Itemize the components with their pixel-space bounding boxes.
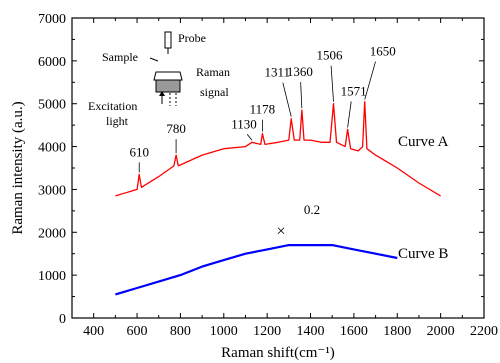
raman-label: Raman [196, 65, 230, 79]
excitation-label: Excitation [88, 99, 137, 113]
peak-leader-line [364, 61, 376, 100]
curve-a-label: Curve A [398, 134, 449, 150]
sample-holder-icon [153, 71, 183, 81]
x-tick-label: 1400 [297, 324, 325, 339]
y-tick-label: 5000 [38, 98, 66, 113]
signal-label: signal [200, 85, 229, 99]
sample-label: Sample [102, 50, 138, 64]
x-tick-label: 400 [83, 324, 104, 339]
probe-label: Probe [178, 31, 206, 45]
x-tick-label: 1200 [253, 324, 281, 339]
peak-label: 1506 [317, 48, 344, 63]
peak-label: 1178 [250, 102, 276, 117]
y-tick-label: 3000 [38, 183, 66, 198]
x-tick-label: 600 [127, 324, 148, 339]
peak-label: 1311 [264, 65, 290, 80]
sample-pointer [149, 57, 159, 62]
x-tick-label: 800 [170, 324, 191, 339]
x-tick-label: 2200 [470, 324, 498, 339]
peak-leader-line [246, 134, 253, 141]
y-tick-label: 0 [59, 312, 66, 327]
peak-leader-line [282, 82, 292, 117]
curve-a-line [115, 100, 441, 197]
y-tick-label: 6000 [38, 55, 66, 70]
curve-b-label: Curve B [398, 246, 448, 262]
x-axis-title: Raman shift(cm⁻¹) [221, 345, 335, 361]
peak-label: 1130 [231, 116, 257, 131]
curve-b-line [115, 244, 398, 296]
peak-leader-line [347, 101, 352, 128]
y-tick-label: 7000 [38, 12, 66, 27]
peak-label: 780 [166, 121, 186, 136]
y-tick-label: 2000 [38, 226, 66, 241]
peak-label: 610 [129, 144, 149, 159]
axes-layer: 400 600 800 1000 1200 1400 1600 1800 2000 2200 0 10… [38, 12, 498, 339]
sample-block-icon [155, 79, 181, 93]
peak-leader-line [300, 82, 303, 109]
probe-icon [164, 31, 172, 49]
y-axis-title: Raman intensity (a.u.) [10, 101, 26, 234]
peak-label: 1650 [370, 44, 396, 59]
peak-leader-line [330, 65, 334, 102]
x-tick-label: 1000 [210, 324, 238, 339]
y-tick-label: 1000 [38, 269, 66, 284]
x-tick-label: 1600 [340, 324, 368, 339]
measurement-schematic: Probe Sample Raman signal Excitation lig… [88, 31, 230, 128]
peak-label: 1571 [341, 83, 367, 98]
series-layer [115, 100, 441, 296]
y-tick-label: 4000 [38, 141, 66, 156]
scale-factor-label: 0.2 [304, 202, 320, 217]
peak-label: 1360 [287, 64, 313, 79]
x-tick-label: 2000 [427, 324, 455, 339]
excitation-arrowhead-icon [159, 91, 165, 96]
x-tick-label: 1800 [383, 324, 411, 339]
scale-marker: × [276, 223, 285, 240]
light-label: light [106, 114, 129, 128]
